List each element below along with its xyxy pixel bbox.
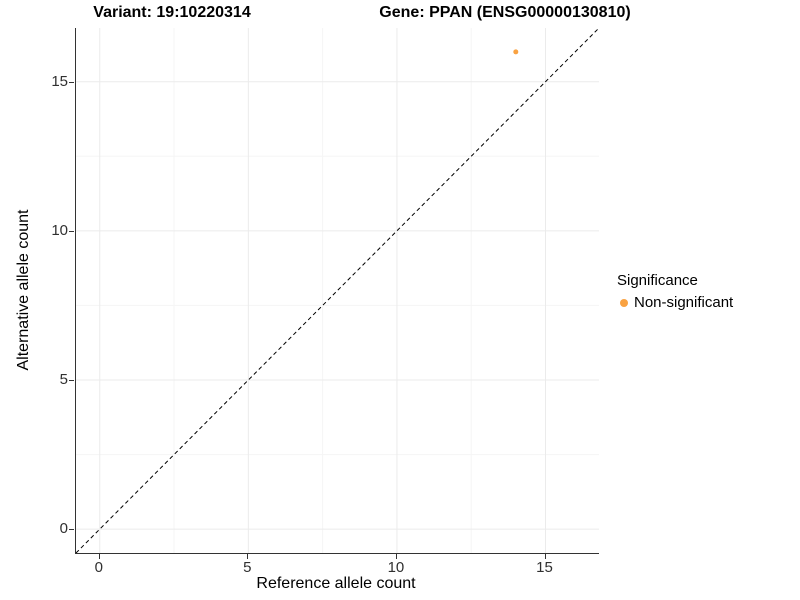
x-tick-label: 15 (536, 559, 553, 576)
y-tick-mark (69, 230, 74, 232)
y-tick-label: 10 (51, 221, 68, 239)
variant-title: Variant: 19:10220314 (93, 4, 251, 21)
x-axis-title: Reference allele count (256, 575, 416, 592)
x-tick-mark (98, 554, 100, 559)
x-tick-label: 5 (243, 559, 252, 576)
y-tick-label: 0 (59, 520, 68, 538)
y-tick-mark (69, 529, 74, 531)
x-tick-mark (247, 554, 249, 559)
y-tick-label: 5 (59, 370, 68, 388)
scatter-plot (76, 28, 599, 553)
identity-line (76, 28, 599, 553)
legend-title: Significance (617, 272, 698, 289)
y-tick-mark (69, 81, 74, 83)
data-point (513, 49, 519, 55)
y-tick-mark (69, 379, 74, 381)
x-tick-mark (395, 554, 397, 559)
legend-items: Non-significant (617, 294, 733, 311)
legend-item: Non-significant (620, 294, 733, 311)
legend-point-icon (620, 298, 628, 307)
x-tick-label: 0 (94, 559, 103, 576)
x-tick-label: 10 (387, 559, 405, 576)
legend: Significance Non-significant (617, 272, 733, 311)
y-tick-label: 15 (51, 72, 68, 90)
legend-item-label: Non-significant (634, 294, 734, 311)
x-tick-mark (544, 554, 546, 559)
y-axis-title: Alternative allele count (15, 209, 32, 371)
gene-title: Gene: PPAN (ENSG00000130810) (379, 4, 631, 21)
plot-panel (75, 28, 599, 554)
